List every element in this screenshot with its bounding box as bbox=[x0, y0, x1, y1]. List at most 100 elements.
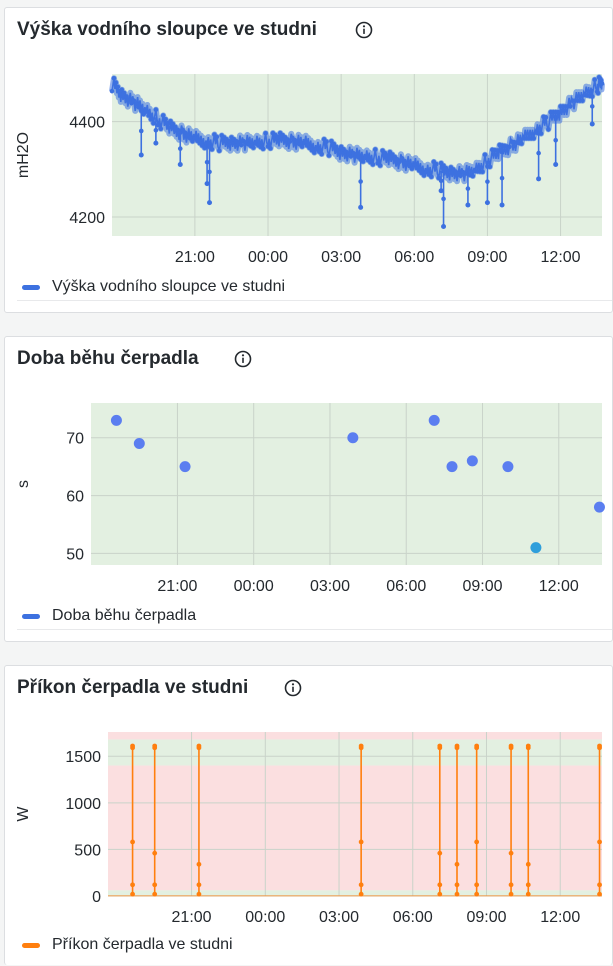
info-circle-icon[interactable] bbox=[355, 21, 373, 39]
data-point bbox=[204, 159, 210, 165]
data-point bbox=[454, 861, 460, 867]
data-point bbox=[465, 202, 471, 208]
data-point bbox=[358, 882, 364, 888]
data-point bbox=[348, 154, 354, 159]
data-point bbox=[138, 128, 144, 134]
pump-power-panel: Příkon čerpadla ve studni 21:00 00:00 03:0… bbox=[4, 665, 613, 965]
data-point bbox=[113, 80, 119, 85]
data-point bbox=[126, 97, 132, 103]
chart-legend[interactable]: Výška vodního sloupce ve studni bbox=[22, 278, 285, 296]
chart-legend[interactable]: Doba běhu čerpadla bbox=[22, 607, 196, 625]
data-point bbox=[499, 202, 505, 208]
data-point bbox=[358, 179, 363, 184]
legend-label: Doba běhu čerpadla bbox=[52, 607, 197, 624]
scatter-point bbox=[428, 414, 440, 426]
x-tick-label: 12:00 bbox=[540, 909, 580, 926]
x-tick-label: 06:00 bbox=[393, 909, 433, 926]
data-point bbox=[358, 204, 364, 210]
water-level-panel: Výška vodního sloupce ve studni 21:00 00:… bbox=[4, 7, 613, 313]
data-point bbox=[454, 745, 460, 751]
data-point bbox=[487, 164, 493, 170]
data-point bbox=[207, 200, 213, 206]
data-point bbox=[152, 850, 158, 856]
data-point bbox=[385, 153, 390, 158]
data-point bbox=[553, 162, 559, 168]
data-point bbox=[124, 94, 129, 99]
y-axis-label: W bbox=[15, 806, 32, 822]
y-axis-label: s bbox=[15, 480, 32, 488]
y-tick-label: 4400 bbox=[69, 115, 105, 132]
data-point bbox=[209, 146, 215, 152]
data-point bbox=[507, 144, 512, 150]
scatter-point bbox=[133, 438, 145, 449]
divider bbox=[17, 300, 612, 301]
data-point bbox=[263, 130, 268, 136]
data-point bbox=[433, 161, 439, 167]
info-circle-icon[interactable] bbox=[234, 350, 252, 368]
x-tick-label: 06:00 bbox=[394, 249, 434, 266]
water-level-chart: 21:00 00:00 03:00 06:00 09:00 12:00 4200 4400 mH… bbox=[15, 74, 605, 266]
data-point bbox=[538, 131, 544, 136]
data-point bbox=[470, 173, 476, 179]
data-point bbox=[543, 115, 549, 120]
chart-legend[interactable]: Příkon čerpadla ve studni bbox=[22, 936, 233, 954]
info-circle-icon[interactable] bbox=[284, 679, 302, 697]
data-point bbox=[597, 745, 602, 751]
data-point bbox=[134, 101, 139, 107]
data-point bbox=[536, 176, 542, 182]
data-point bbox=[437, 882, 443, 888]
legend-label: Příkon čerpadla ve studni bbox=[52, 936, 233, 953]
data-point bbox=[196, 745, 202, 751]
data-point bbox=[441, 196, 446, 202]
data-point bbox=[409, 166, 415, 171]
scatter-point bbox=[179, 461, 191, 473]
data-point bbox=[130, 745, 135, 751]
data-point bbox=[153, 127, 159, 133]
legend-swatch bbox=[22, 284, 40, 290]
x-tick-label: 09:00 bbox=[462, 578, 502, 595]
x-tick-label: 03:00 bbox=[321, 249, 361, 266]
data-point bbox=[163, 116, 168, 122]
x-tick-label: 00:00 bbox=[248, 249, 288, 266]
data-point bbox=[370, 162, 376, 167]
data-point bbox=[299, 144, 305, 149]
data-point bbox=[429, 174, 434, 180]
threshold-band bbox=[108, 890, 602, 896]
data-point bbox=[597, 839, 602, 845]
scatter-point bbox=[593, 501, 605, 513]
data-point bbox=[484, 200, 490, 206]
legend-swatch bbox=[22, 942, 40, 948]
scatter-point bbox=[446, 461, 458, 473]
data-point bbox=[474, 745, 480, 751]
y-tick-label: 1000 bbox=[65, 796, 101, 813]
data-point bbox=[111, 75, 117, 81]
data-point bbox=[143, 109, 149, 114]
data-point bbox=[441, 223, 447, 229]
data-point bbox=[177, 146, 183, 151]
pump-power-chart: 21:00 00:00 03:00 06:00 09:00 12:00 0 500 1000 15… bbox=[15, 732, 602, 926]
data-point bbox=[153, 140, 159, 146]
y-tick-label: 4200 bbox=[69, 210, 105, 227]
panel-title: Doba běhu čerpadla bbox=[17, 348, 199, 369]
data-point bbox=[146, 113, 151, 118]
data-point bbox=[480, 169, 485, 175]
data-point bbox=[499, 175, 505, 181]
data-point bbox=[592, 77, 597, 83]
legend-swatch bbox=[22, 613, 40, 619]
data-point bbox=[319, 151, 324, 157]
pump-runtime-panel: Doba běhu čerpadla 21:00 00:00 03:00 06:00 0… bbox=[4, 336, 613, 642]
y-tick-label: 0 bbox=[92, 889, 101, 906]
plot-area bbox=[91, 403, 602, 565]
data-point bbox=[531, 136, 537, 141]
data-point bbox=[326, 153, 332, 158]
data-point bbox=[160, 113, 166, 118]
data-point bbox=[136, 105, 142, 110]
x-tick-label: 12:00 bbox=[541, 249, 581, 266]
y-tick-label: 500 bbox=[74, 842, 101, 859]
data-point bbox=[525, 745, 531, 751]
scatter-point bbox=[110, 414, 122, 426]
x-tick-label: 03:00 bbox=[310, 578, 350, 595]
data-point bbox=[153, 107, 159, 113]
data-point bbox=[119, 87, 125, 93]
data-point bbox=[177, 162, 183, 168]
